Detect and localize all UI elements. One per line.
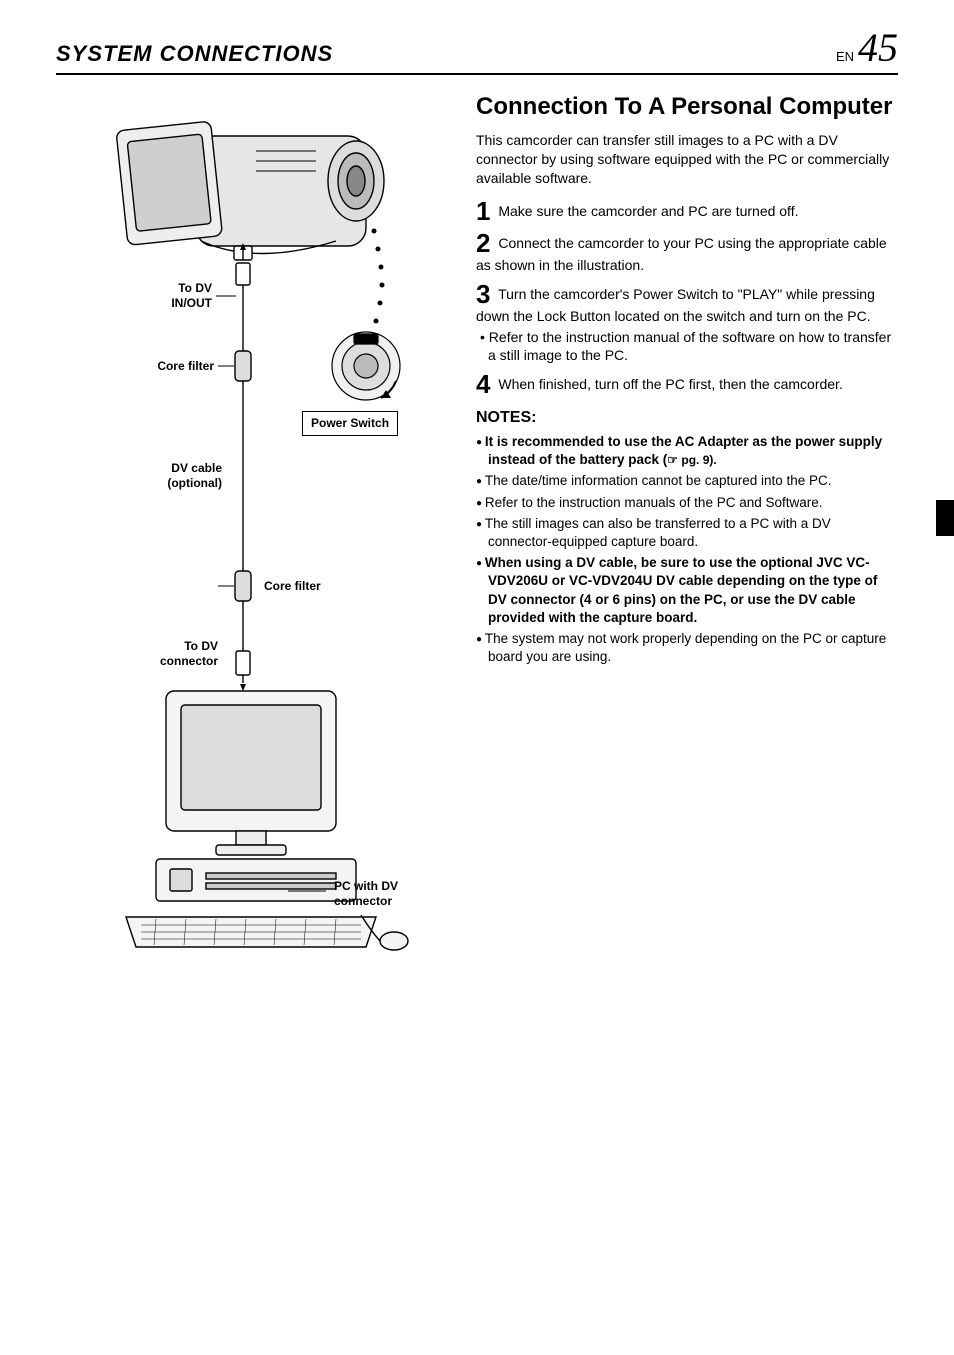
page-header: SYSTEM CONNECTIONS EN 45 — [56, 28, 898, 75]
step-1-text: Make sure the camcorder and PC are turne… — [498, 203, 798, 219]
note-1: It is recommended to use the AC Adapter … — [476, 433, 898, 469]
note-5: When using a DV cable, be sure to use th… — [476, 554, 898, 627]
step-1: 1 Make sure the camcorder and PC are tur… — [476, 198, 898, 224]
page-number-block: EN 45 — [836, 28, 898, 68]
notes-list: It is recommended to use the AC Adapter … — [476, 433, 898, 667]
step-2-number: 2 — [476, 228, 490, 258]
step-3-text: Turn the camcorder's Power Switch to "PL… — [476, 286, 875, 324]
step-3-number: 3 — [476, 279, 490, 309]
section-title: SYSTEM CONNECTIONS — [56, 39, 333, 69]
side-tab — [936, 500, 954, 536]
subheading: Connection To A Personal Computer — [476, 91, 898, 123]
diagram-svg: OFF — [56, 91, 456, 971]
note-4: The still images can also be transferred… — [476, 515, 898, 551]
notes-heading: NOTES: — [476, 407, 898, 429]
step-3: 3 Turn the camcorder's Power Switch to "… — [476, 281, 898, 366]
content-row: OFF — [56, 91, 898, 971]
label-core-filter-top: Core filter — [138, 359, 214, 374]
step-4-text: When finished, turn off the PC first, th… — [498, 376, 842, 392]
label-to-dv-connector: To DVconnector — [138, 639, 218, 669]
diagram-column: OFF — [56, 91, 456, 971]
label-pc-with-dv: PC with DVconnector — [334, 879, 398, 909]
note-3: Refer to the instruction manuals of the … — [476, 494, 898, 512]
step-2-text: Connect the camcorder to your PC using t… — [476, 235, 887, 273]
svg-text:OFF: OFF — [359, 337, 373, 344]
label-dv-cable: DV cable(optional) — [142, 461, 222, 491]
note-2: The date/time information cannot be capt… — [476, 472, 898, 490]
page-number: 45 — [858, 28, 898, 68]
step-3-sub: Refer to the instruction manual of the s… — [480, 328, 898, 366]
label-core-filter-bottom: Core filter — [264, 579, 321, 594]
step-1-number: 1 — [476, 196, 490, 226]
connection-diagram: OFF — [56, 91, 456, 971]
step-4-number: 4 — [476, 369, 490, 399]
text-column: Connection To A Personal Computer This c… — [476, 91, 898, 971]
step-2: 2 Connect the camcorder to your PC using… — [476, 230, 898, 275]
label-power-switch: Power Switch — [302, 411, 398, 436]
step-4: 4 When finished, turn off the PC first, … — [476, 371, 898, 397]
page-lang: EN — [836, 48, 854, 66]
label-to-dv-inout: To DVIN/OUT — [152, 281, 212, 311]
note-6: The system may not work properly dependi… — [476, 630, 898, 666]
note-1-ref: ☞ pg. 9). — [667, 453, 716, 467]
intro-paragraph: This camcorder can transfer still images… — [476, 131, 898, 188]
